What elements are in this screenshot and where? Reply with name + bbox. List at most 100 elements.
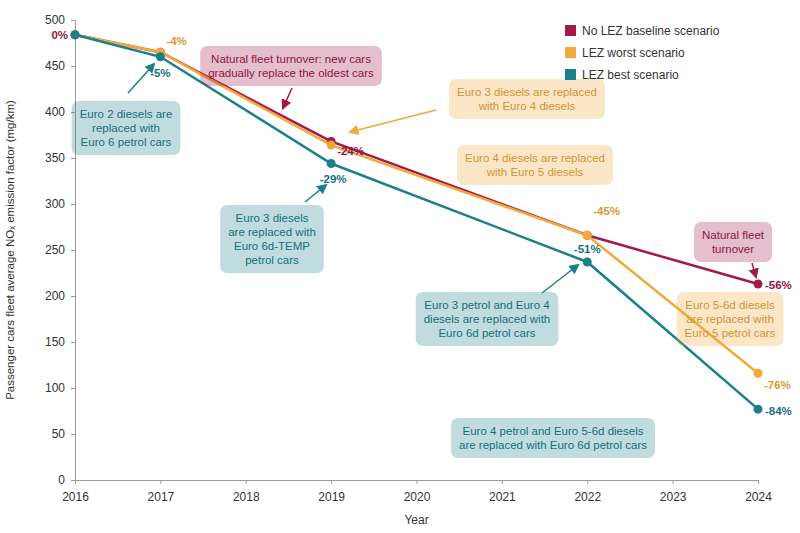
- annotation-text: Euro 5-6d diesels: [685, 299, 775, 311]
- x-tick-mark: [502, 480, 503, 484]
- y-tick: 100: [45, 381, 75, 395]
- legend-swatch: [565, 47, 576, 58]
- data-point: [156, 52, 165, 61]
- x-tick-label: 2019: [318, 490, 345, 504]
- y-tick-mark: [71, 20, 75, 21]
- annotation-text: Euro 2 diesels are: [80, 108, 173, 120]
- annotation-text: diesels are replaced with: [424, 313, 551, 325]
- annotation-box: [72, 101, 181, 155]
- annotation-text: Euro 4 petrol and Euro 5-6d diesels: [463, 425, 644, 437]
- y-tick: 500: [45, 13, 75, 27]
- legend-label: LEZ worst scenario: [582, 46, 685, 60]
- annotation-text: Euro 6d-TEMP: [234, 240, 310, 252]
- annotation-text: Euro 4 diesels are replaced: [465, 152, 605, 164]
- x-tick: 2020: [404, 480, 431, 504]
- annotation-text: are replaced with Euro 6d petrol cars: [459, 439, 647, 451]
- x-tick-label: 2017: [148, 490, 175, 504]
- annotation-box: [220, 205, 324, 273]
- annotation: Euro 3 diesels are replaced with Euro 6d-T…: [220, 185, 326, 273]
- legend-label: No LEZ baseline scenario: [582, 24, 720, 38]
- annotation: Euro 4 petrol and Euro 5-6d diesels are r…: [451, 418, 655, 458]
- x-tick-mark: [160, 480, 161, 484]
- change-label: -5%: [150, 67, 170, 79]
- annotations: Euro 2 diesels are replaced with Euro 6 pe…: [72, 46, 784, 458]
- series-line: [75, 35, 758, 409]
- annotation: Euro 2 diesels are replaced with Euro 6 pe…: [72, 64, 181, 155]
- annotation-box: [694, 222, 772, 262]
- annotation-text: turnover: [712, 243, 754, 255]
- legend-swatch: [565, 25, 576, 36]
- change-labels: 0%-24%-56%-4%-45%-76%-5%-29%-51%-84%: [51, 29, 791, 417]
- legend-item: No LEZ baseline scenario: [565, 24, 720, 38]
- y-tick-label: 500: [45, 13, 65, 27]
- change-label: -51%: [574, 243, 601, 255]
- x-tick: 2024: [745, 480, 772, 504]
- y-tick-mark: [71, 66, 75, 67]
- x-tick-mark: [417, 480, 418, 484]
- x-tick-mark: [246, 480, 247, 484]
- annotation-text: replaced with: [92, 122, 160, 134]
- change-label: -56%: [765, 279, 792, 291]
- data-point: [583, 231, 592, 240]
- data-point: [583, 231, 592, 240]
- annotation: Euro 4 diesels are replacedwith Euro 5 d…: [457, 145, 613, 185]
- annotation: Natural fleet turnover: new cars graduall…: [200, 46, 382, 108]
- y-tick: 300: [45, 197, 75, 211]
- y-tick-mark: [71, 158, 75, 159]
- data-point: [71, 30, 80, 39]
- y-axis-title: Passenger cars fleet average NOₓ emissio…: [4, 100, 16, 400]
- y-tick-mark: [71, 480, 75, 481]
- annotation-arrow: [350, 110, 436, 132]
- x-tick-mark: [331, 480, 332, 484]
- y-tick-label: 0: [58, 473, 65, 487]
- x-axis: 201620172018201920202021202220232024: [62, 480, 772, 504]
- y-tick-mark: [71, 434, 75, 435]
- annotation-text: gradually replace the oldest cars: [208, 67, 374, 79]
- change-label: -84%: [765, 405, 792, 417]
- annotation: Euro 3 diesels are replacedwith Euro 4 d…: [350, 79, 605, 132]
- annotation: Natural fleet turnover: [694, 222, 772, 277]
- x-tick-mark: [758, 480, 759, 484]
- y-axis: 050100150200250300350400450500: [45, 13, 76, 487]
- y-tick-mark: [71, 342, 75, 343]
- chart-svg: 0501001502002503003504004505002016201720…: [0, 0, 800, 533]
- legend-swatch: [565, 69, 576, 80]
- annotation-text: are replaced with: [228, 226, 316, 238]
- annotation-arrow: [752, 263, 756, 277]
- y-tick-label: 450: [45, 59, 65, 73]
- x-tick-mark: [587, 480, 588, 484]
- change-label: -29%: [320, 173, 347, 185]
- x-tick: 2017: [148, 480, 175, 504]
- x-tick: 2019: [318, 480, 345, 504]
- series-line: [75, 35, 758, 374]
- annotation-text: Euro 3 diesels: [236, 212, 309, 224]
- y-tick-label: 400: [45, 105, 65, 119]
- y-tick-label: 200: [45, 289, 65, 303]
- legend: No LEZ baseline scenario LEZ worst scenar…: [565, 24, 720, 82]
- y-tick-mark: [71, 250, 75, 251]
- x-axis-line: [76, 481, 759, 485]
- annotation-text: Euro 6d petrol cars: [438, 327, 535, 339]
- annotation-arrow: [128, 64, 154, 93]
- annotation-text: Natural fleet: [702, 229, 765, 241]
- change-label: -4%: [166, 35, 186, 47]
- annotation-text: Natural fleet turnover: new cars: [211, 53, 371, 65]
- y-tick-label: 250: [45, 243, 65, 257]
- data-point: [754, 369, 763, 378]
- annotation-box: [200, 46, 382, 86]
- annotation-arrow: [542, 265, 578, 293]
- y-tick: 400: [45, 105, 75, 119]
- annotation-text: Euro 5 petrol cars: [685, 327, 776, 339]
- change-label: 0%: [51, 29, 68, 41]
- series-line: [75, 35, 758, 284]
- y-tick: 50: [52, 427, 75, 441]
- x-tick: 2016: [62, 480, 89, 504]
- y-axis-line: [71, 21, 76, 481]
- y-tick-label: 350: [45, 151, 65, 165]
- data-point: [754, 405, 763, 414]
- data-point: [583, 257, 592, 266]
- y-tick-mark: [71, 296, 75, 297]
- legend-label: LEZ best scenario: [582, 68, 679, 82]
- x-tick-label: 2020: [404, 490, 431, 504]
- annotation-text: Euro 6 petrol cars: [81, 136, 172, 148]
